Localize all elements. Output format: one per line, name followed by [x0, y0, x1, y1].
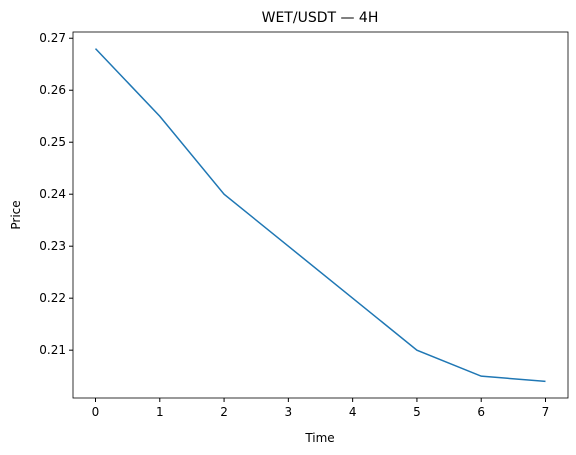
line — [94, 48, 546, 383]
x-tick-label: 1 — [156, 405, 164, 419]
y-tick-label: 0.24 — [39, 187, 66, 201]
x-tick-label: 7 — [542, 405, 550, 419]
x-tick-label: 0 — [92, 405, 100, 419]
y-tick-label: 0.21 — [39, 343, 66, 357]
x-tick-label: 6 — [477, 405, 485, 419]
chart-title: WET/USDT — 4H — [262, 10, 379, 26]
x-tick-label: 3 — [285, 405, 293, 419]
y-axis-label: Price — [9, 200, 23, 229]
x-tick-label: 5 — [413, 405, 421, 419]
y-tick-label: 0.27 — [39, 31, 66, 45]
plot-frame — [72, 31, 569, 399]
y-tick-label: 0.25 — [39, 135, 66, 149]
y-tick-label: 0.23 — [39, 239, 66, 253]
x-axis-label: Time — [304, 431, 334, 445]
x-tick-label: 4 — [349, 405, 357, 419]
y-tick-label: 0.26 — [39, 83, 66, 97]
x-tick-label: 2 — [220, 405, 228, 419]
y-tick-label: 0.22 — [39, 291, 66, 305]
